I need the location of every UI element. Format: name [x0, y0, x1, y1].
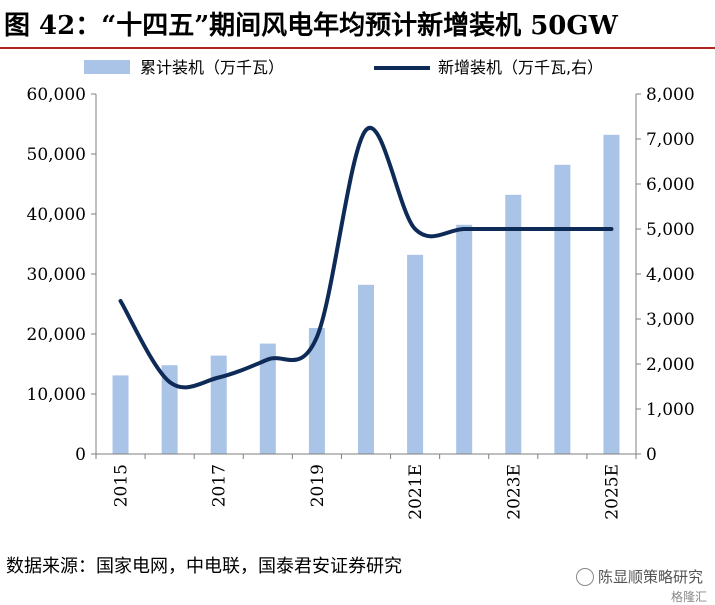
bar-2020 — [358, 285, 374, 454]
legend-label-cumulative: 累计装机（万千瓦） — [140, 58, 284, 77]
bar-2021E — [407, 255, 423, 454]
right-tick-label: 1,000 — [646, 400, 695, 420]
left-tick-label: 10,000 — [27, 385, 86, 405]
bar-series — [113, 135, 620, 454]
title-divider — [0, 47, 715, 49]
legend: 累计装机（万千瓦） 新增装机（万千瓦,右） — [84, 58, 603, 77]
x-tick-label: 2015 — [112, 464, 132, 507]
legend-bar-swatch — [84, 60, 130, 74]
x-tick-label: 2021E — [406, 464, 426, 520]
watermark-text: 陈显顺策略研究 — [598, 566, 703, 587]
chart: 累计装机（万千瓦） 新增装机（万千瓦,右） 0 10,000 20,000 30,000… — [0, 50, 715, 550]
left-tick-label: 50,000 — [27, 145, 86, 165]
right-tick-label: 0 — [646, 445, 657, 465]
source-note: 数据来源：国家电网，中电联，国泰君安证券研究 — [6, 552, 402, 578]
figure-title: 图 42：“十四五”期间风电年均预计新增装机 50GW — [4, 6, 710, 46]
watermark: 陈显顺策略研究 — [576, 566, 703, 587]
x-tick-label: 2023E — [504, 464, 524, 520]
right-tick-label: 5,000 — [646, 220, 695, 240]
right-tick-label: 6,000 — [646, 175, 695, 195]
left-tick-label: 60,000 — [27, 85, 86, 105]
bar-2022E — [456, 225, 472, 454]
watermark-sub: 格隆汇 — [671, 588, 707, 605]
bar-2023E — [505, 195, 521, 454]
x-tick-label: 2017 — [210, 464, 230, 507]
bar-2015 — [113, 375, 129, 454]
left-tick-label: 0 — [75, 445, 86, 465]
bar-2017 — [211, 356, 227, 454]
right-tick-label: 7,000 — [646, 130, 695, 150]
left-tick-label: 40,000 — [27, 205, 86, 225]
left-tick-label: 30,000 — [27, 265, 86, 285]
right-tick-label: 4,000 — [646, 265, 695, 285]
right-tick-label: 2,000 — [646, 355, 695, 375]
x-tick-label: 2019 — [308, 464, 328, 507]
x-tick-label: 2025E — [602, 464, 622, 520]
left-tick-label: 20,000 — [27, 325, 86, 345]
right-tick-label: 8,000 — [646, 85, 695, 105]
bar-2024E — [554, 165, 570, 454]
legend-label-new: 新增装机（万千瓦,右） — [438, 58, 603, 77]
bar-2025E — [603, 135, 619, 454]
right-tick-label: 3,000 — [646, 310, 695, 330]
wechat-logo-icon — [576, 568, 594, 586]
